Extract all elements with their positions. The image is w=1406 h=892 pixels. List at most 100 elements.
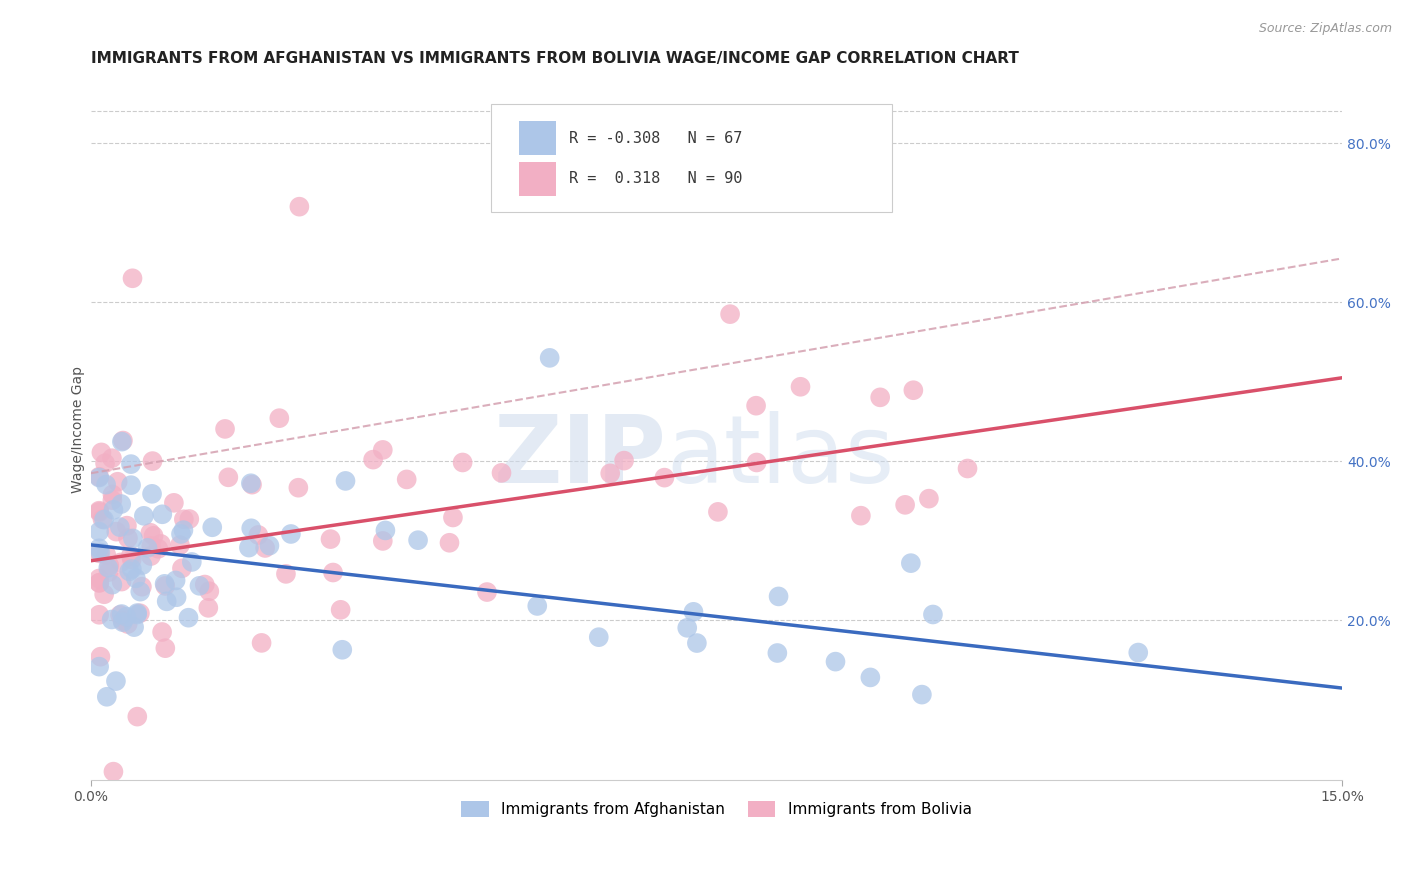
Point [319,532,342,546]
Point [718,307,741,321]
Point [115,609,138,624]
Point [165,574,187,588]
Point [475,585,498,599]
Point [180,555,202,569]
Point [894,498,917,512]
Point [89,659,111,673]
Point [197,600,219,615]
Point [111,434,134,448]
Point [89,575,111,590]
Point [94,456,117,470]
Point [104,674,127,689]
Point [179,512,201,526]
Point [89,470,111,484]
Point [111,614,134,628]
Point [89,541,111,556]
Point [90,445,112,459]
Point [91,512,114,526]
Point [329,603,352,617]
Point [768,590,790,604]
Point [94,477,117,491]
Point [238,541,260,555]
Point [150,625,173,640]
Point [322,566,344,580]
Point [188,579,211,593]
Point [745,399,768,413]
Point [111,607,134,621]
Point [194,577,217,591]
Point [110,556,132,570]
Point [111,615,134,629]
Point [654,470,676,484]
Point [869,390,891,404]
Point [136,541,159,555]
Point [89,505,111,519]
Point [166,591,188,605]
Point [139,525,162,540]
Point [849,508,872,523]
Point [127,606,149,620]
Point [101,493,124,508]
Point [108,520,131,534]
Point [129,606,152,620]
Point [172,523,194,537]
Point [139,549,162,563]
Point [588,630,610,644]
Point [406,533,429,548]
Point [824,655,846,669]
Text: atlas: atlas [666,411,894,503]
Text: ZIP: ZIP [494,411,666,503]
Point [217,470,239,484]
Point [141,539,163,553]
FancyBboxPatch shape [519,162,557,195]
Point [121,552,143,566]
Point [374,524,396,538]
Point [613,453,636,467]
Point [142,529,165,543]
Point [155,641,177,656]
Point [441,510,464,524]
Point [111,434,134,449]
Point [201,520,224,534]
Point [240,477,263,491]
Point [120,478,142,492]
Point [103,764,125,779]
Text: Source: ZipAtlas.com: Source: ZipAtlas.com [1258,22,1392,36]
Point [287,481,309,495]
Point [141,454,163,468]
Point [98,558,121,573]
Point [120,549,142,563]
Point [131,558,153,572]
Point [148,541,170,556]
Point [900,556,922,570]
Point [274,566,297,581]
Point [97,560,120,574]
Point [250,636,273,650]
Point [911,688,934,702]
Point [395,472,418,486]
Point [89,504,111,518]
FancyBboxPatch shape [491,103,891,212]
Point [526,599,548,613]
Point [288,200,311,214]
Point [239,476,262,491]
Point [122,620,145,634]
Point [89,607,111,622]
Point [120,457,142,471]
Point [122,532,145,546]
Point [121,271,143,285]
Point [766,646,789,660]
Point [97,565,120,579]
Point [269,411,291,425]
Point [676,621,699,635]
Point [121,562,143,576]
Point [371,442,394,457]
Point [247,528,270,542]
Point [153,577,176,591]
Point [131,580,153,594]
Point [280,527,302,541]
Point [89,546,111,560]
Point [361,452,384,467]
Point [89,524,111,539]
Legend: Immigrants from Afghanistan, Immigrants from Bolivia: Immigrants from Afghanistan, Immigrants … [454,793,980,824]
